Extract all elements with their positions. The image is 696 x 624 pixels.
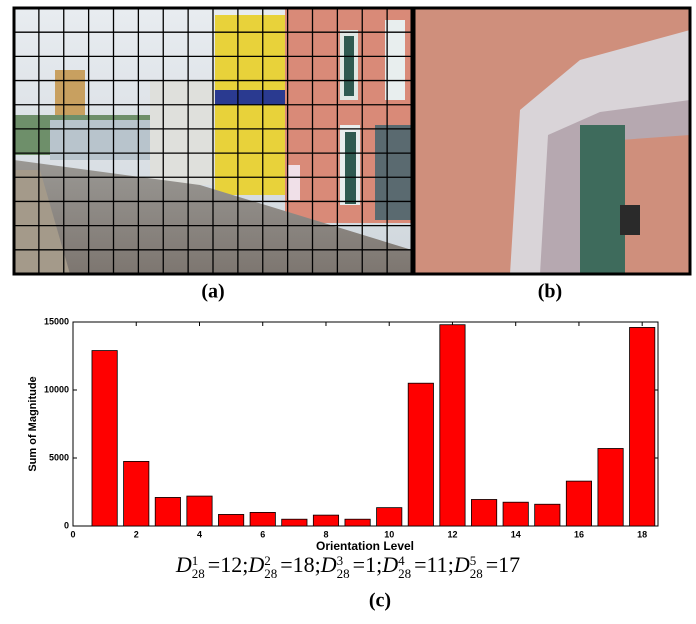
- figure-canvas: (a) (b) Orientation Level Sum of Magnitu…: [0, 0, 696, 624]
- value: 11: [427, 552, 448, 577]
- bar: [187, 496, 212, 526]
- subscript: 28: [337, 567, 350, 580]
- subscript: 28: [264, 567, 277, 580]
- symbol: D: [248, 552, 264, 577]
- y-tick-label: 10000: [44, 384, 69, 394]
- bar: [566, 481, 591, 526]
- bar: [250, 512, 275, 526]
- symbol: D: [321, 552, 337, 577]
- bar: [440, 325, 465, 526]
- value: 18: [293, 552, 315, 577]
- subscript: 28: [470, 567, 483, 580]
- superscript: 1: [192, 554, 205, 567]
- relation: =: [353, 552, 365, 577]
- superscript: 5: [470, 554, 483, 567]
- bar: [124, 461, 149, 526]
- bar: [471, 499, 496, 526]
- x-tick-label: 2: [134, 529, 139, 539]
- x-tick-label: 8: [323, 529, 328, 539]
- relation: =: [280, 552, 292, 577]
- y-tick-label: 5000: [49, 452, 69, 462]
- bar: [408, 383, 433, 526]
- y-axis-label: Sum of Magnitude: [27, 376, 39, 471]
- bar: [155, 497, 180, 526]
- bar: [345, 519, 370, 526]
- x-tick-label: 0: [70, 529, 75, 539]
- panel-label: (b): [538, 281, 562, 303]
- subscript: 28: [192, 567, 205, 580]
- panel-label: (a): [201, 281, 224, 303]
- x-tick-label: 6: [260, 529, 265, 539]
- y-tick-label: 0: [64, 520, 69, 530]
- symbol: D: [454, 552, 470, 577]
- bar: [282, 519, 307, 526]
- photo-b: [414, 8, 690, 274]
- superscript: 4: [398, 554, 411, 567]
- x-tick-label: 14: [511, 529, 521, 539]
- x-tick-label: 12: [447, 529, 457, 539]
- symbol: D: [382, 552, 398, 577]
- bar: [598, 448, 623, 526]
- bar: [630, 327, 655, 526]
- y-tick-label: 15000: [44, 316, 69, 326]
- photo-a: [14, 8, 412, 274]
- bar: [535, 504, 560, 526]
- relation: =: [414, 552, 426, 577]
- relation: =: [208, 552, 220, 577]
- figure: (a) (b) Orientation Level Sum of Magnitu…: [0, 0, 696, 624]
- relation: =: [486, 552, 498, 577]
- panel-label: (c): [369, 590, 391, 612]
- value: 17: [498, 552, 520, 577]
- x-tick-label: 4: [197, 529, 202, 539]
- superscript: 3: [337, 554, 350, 567]
- superscript: 2: [264, 554, 277, 567]
- symbol: D: [176, 552, 192, 577]
- bar: [313, 515, 338, 526]
- subscript: 28: [398, 567, 411, 580]
- bar: [92, 351, 117, 526]
- bar: [503, 502, 528, 526]
- x-tick-label: 16: [574, 529, 584, 539]
- value: 12: [220, 552, 242, 577]
- x-tick-label: 10: [384, 529, 394, 539]
- value: 1: [365, 552, 376, 577]
- x-tick-label: 18: [637, 529, 647, 539]
- bar: [218, 514, 243, 526]
- bar: [377, 508, 402, 526]
